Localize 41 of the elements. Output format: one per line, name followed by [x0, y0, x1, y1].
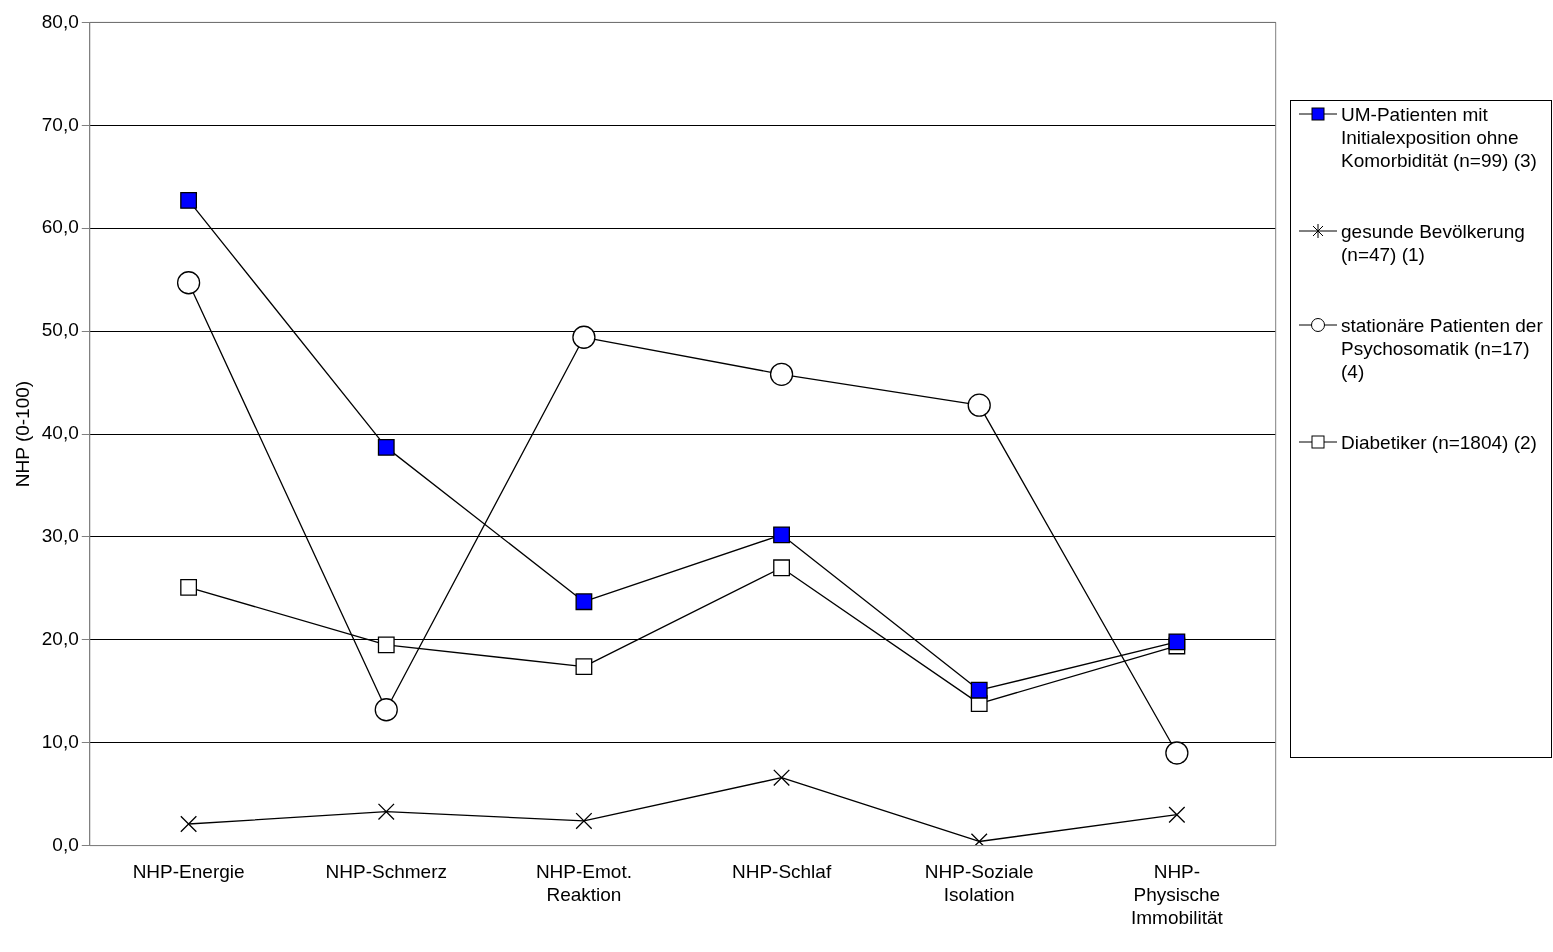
legend-label: UM-Patienten mit Initialexposition ohne Komorbidität (n=99) (3)	[1341, 103, 1538, 172]
point	[575, 658, 593, 675]
x-tick-label: NHP-Soziale Isolation	[924, 861, 1034, 906]
point	[773, 769, 790, 787]
x-tick-label: NHP-Physische Immobilität	[1130, 861, 1224, 928]
point	[967, 393, 991, 417]
point	[575, 812, 593, 830]
x-tick-label: NHP-Emot. Reaktion	[535, 861, 632, 906]
point	[377, 438, 395, 456]
point	[374, 698, 398, 722]
point	[1165, 741, 1189, 765]
y-tick-label: 20,0	[41, 628, 79, 650]
y-tick-label: 80,0	[41, 10, 79, 32]
y-tick-label: 0,0	[52, 833, 79, 855]
point	[180, 578, 198, 596]
point	[572, 325, 596, 349]
y-tick-label: 30,0	[41, 525, 79, 547]
y-tick-label: 60,0	[41, 216, 79, 238]
point	[575, 593, 593, 611]
point	[773, 526, 790, 544]
x-tick-label: NHP-Schlaf	[731, 861, 832, 883]
point	[970, 681, 988, 699]
x-tick-label: NHP-Schmerz	[325, 861, 447, 883]
point	[180, 191, 198, 209]
point	[377, 636, 395, 654]
point	[377, 803, 395, 821]
point	[176, 271, 201, 295]
x-tick-label: NHP-Energie	[132, 861, 245, 883]
legend-label: Diabetiker (n=1804) (2)	[1341, 431, 1537, 454]
legend-label: gesunde Bevölkerung (n=47) (1)	[1341, 220, 1526, 266]
y-axis-title: NHP (0-100)	[11, 380, 33, 488]
y-tick-label: 40,0	[41, 422, 79, 444]
legend-label: stationäre Patienten der Psychosomatik (n=17) (4)	[1341, 314, 1544, 383]
y-tick-label: 50,0	[41, 319, 79, 341]
point	[773, 559, 790, 577]
y-tick-label: 70,0	[41, 113, 79, 135]
point	[180, 815, 198, 833]
point	[1168, 633, 1186, 651]
point	[1168, 806, 1186, 824]
y-tick-label: 10,0	[41, 730, 79, 752]
point	[769, 362, 794, 386]
